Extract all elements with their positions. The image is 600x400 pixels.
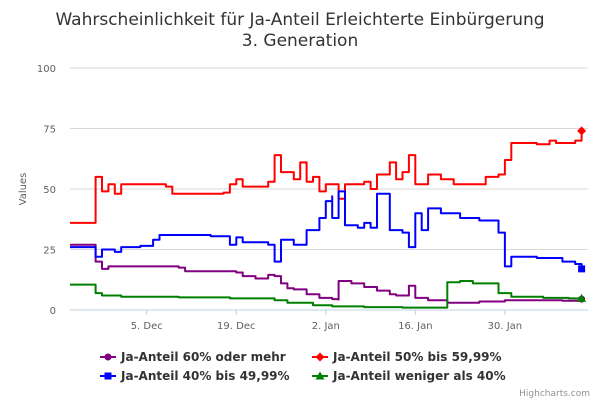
series-end-marker-2 — [577, 126, 587, 136]
chart-title-line-1: Wahrscheinlichkeit für Ja-Anteil Erleich… — [55, 10, 544, 30]
chart-title-line-2: 3. Generation — [242, 31, 358, 51]
legend-marker — [315, 371, 325, 380]
y-tick-label: 100 — [37, 64, 56, 75]
legend-marker — [104, 372, 112, 380]
y-tick-label: 0 — [50, 306, 56, 317]
legend-item-1[interactable]: Ja-Anteil 60% oder mehr — [100, 350, 286, 364]
y-axis: 0 25 50 75 100 — [37, 64, 56, 317]
y-tick-label: 75 — [43, 125, 56, 136]
x-tick-label: 5. Dec — [131, 321, 163, 332]
series-line-4[interactable] — [70, 280, 582, 309]
y-axis-label: Values — [18, 173, 29, 206]
grid — [70, 67, 588, 311]
series-line-1[interactable] — [70, 243, 583, 304]
credits-link[interactable]: Highcharts.com — [519, 389, 590, 399]
legend[interactable]: Ja-Anteil 60% oder mehr Ja-Anteil 50% bis… — [100, 350, 506, 383]
legend-label: Ja-Anteil 60% oder mehr — [120, 350, 286, 364]
y-tick-label: 25 — [43, 246, 56, 257]
legend-item-2[interactable]: Ja-Anteil 50% bis 59,99% — [312, 350, 502, 364]
x-tick-label: 2. Jan — [312, 321, 340, 332]
x-axis: 5. Dec 19. Dec 2. Jan 16. Jan 30. Jan — [70, 309, 588, 332]
x-tick-label: 30. Jan — [488, 321, 523, 332]
x-tick-label: 19. Dec — [217, 321, 255, 332]
legend-marker — [104, 353, 112, 361]
legend-item-4[interactable]: Ja-Anteil weniger als 40% — [312, 369, 506, 383]
legend-label: Ja-Anteil 50% bis 59,99% — [332, 350, 502, 364]
series-end-marker-3 — [578, 265, 586, 273]
legend-label: Ja-Anteil 40% bis 49,99% — [120, 369, 290, 383]
series-end-marker-4 — [577, 293, 587, 302]
legend-marker — [315, 352, 325, 362]
x-tick-label: 16. Jan — [398, 321, 433, 332]
y-tick-label: 50 — [43, 185, 56, 196]
series-line-2[interactable] — [70, 130, 583, 224]
plot-area — [70, 126, 587, 309]
series-line-3[interactable] — [70, 190, 583, 269]
legend-item-3[interactable]: Ja-Anteil 40% bis 49,99% — [100, 369, 290, 383]
legend-label: Ja-Anteil weniger als 40% — [332, 369, 506, 383]
